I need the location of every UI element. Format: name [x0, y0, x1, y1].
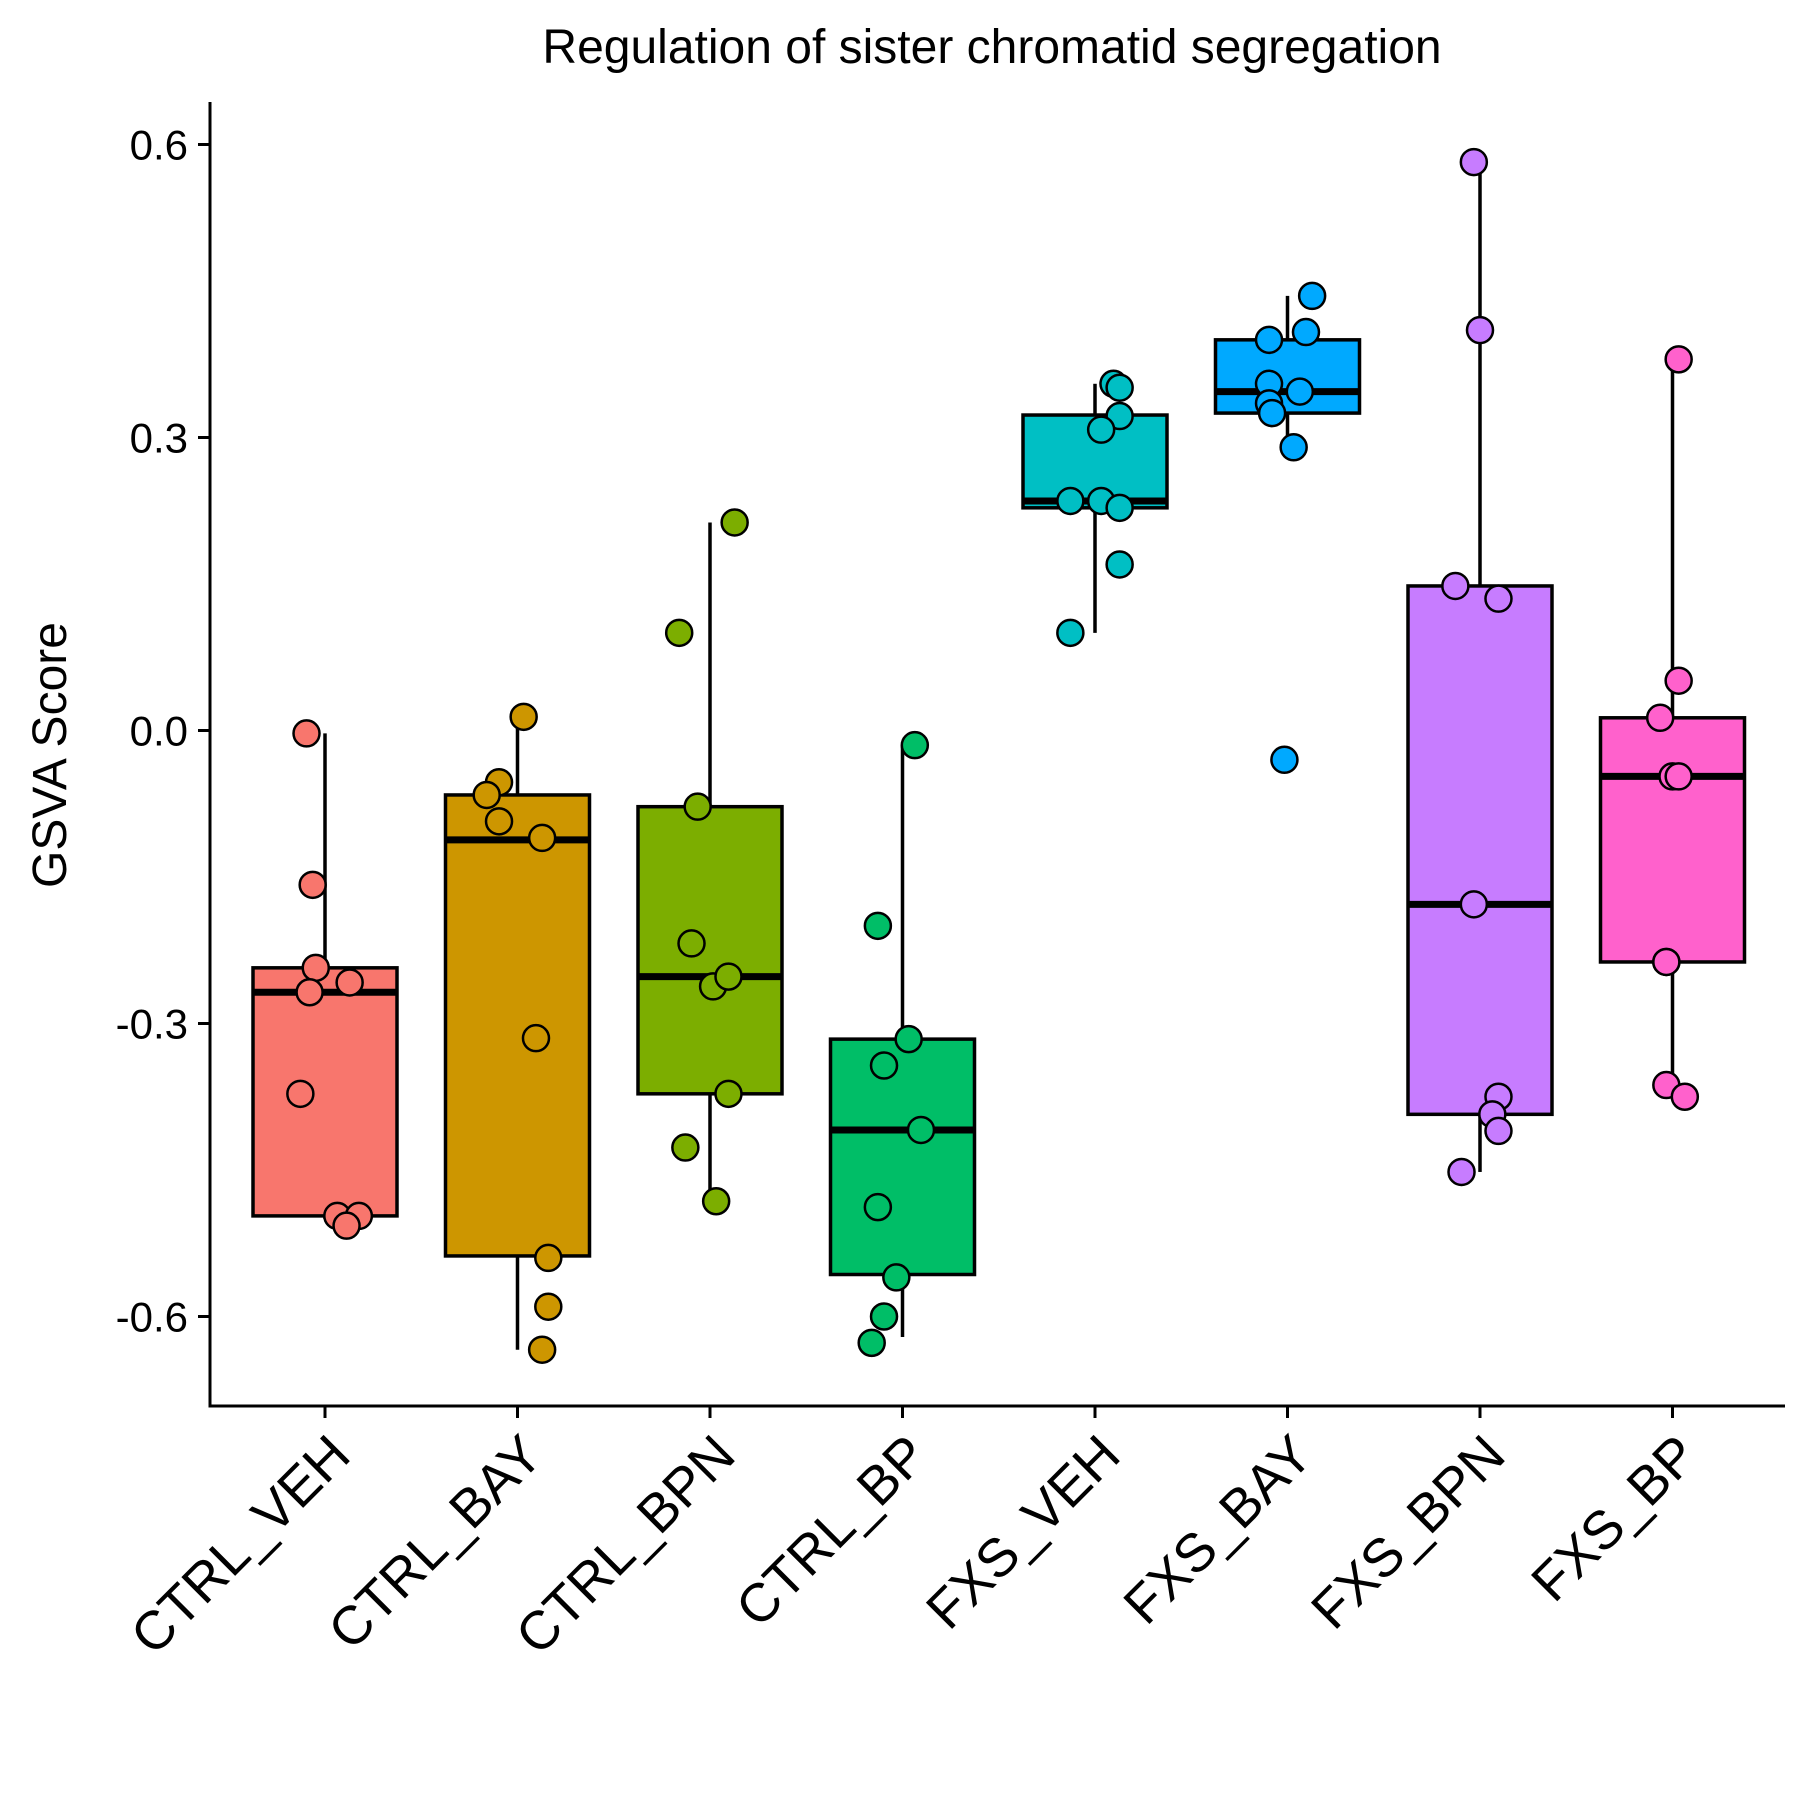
data-point	[509, 702, 538, 732]
data-point	[1254, 325, 1284, 355]
data-point	[677, 929, 706, 958]
data-point	[1664, 762, 1693, 791]
box-group	[1406, 147, 1554, 1187]
box-group	[1213, 281, 1362, 775]
x-tick-label: FXS_VEH	[915, 1424, 1131, 1640]
y-axis-label: GSVA Score	[24, 622, 77, 888]
data-point	[1447, 1157, 1476, 1187]
x-tick-label: FXS_BPN	[1300, 1424, 1516, 1640]
data-point	[671, 1133, 700, 1162]
box	[1406, 584, 1554, 1117]
x-tick-label: FXS_BAY	[1112, 1424, 1324, 1636]
x-tick-label: CTRL_VEH	[120, 1424, 362, 1666]
data-point	[527, 823, 557, 853]
data-point	[295, 977, 324, 1007]
data-point	[894, 1024, 923, 1054]
data-point	[298, 870, 327, 900]
data-point	[521, 1023, 551, 1053]
data-point	[882, 1263, 911, 1292]
y-tick-label: 0.0	[130, 708, 188, 755]
y-tick-label: -0.6	[116, 1294, 188, 1341]
data-point	[301, 953, 331, 983]
data-point	[701, 1187, 731, 1216]
data-point	[1279, 433, 1308, 462]
data-point	[1484, 584, 1513, 613]
x-tick-label: CTRL_BP	[725, 1424, 939, 1638]
data-point	[1285, 377, 1315, 406]
y-tick-label: 0.3	[130, 415, 188, 462]
data-point	[720, 508, 749, 537]
data-point	[1465, 315, 1495, 345]
data-point	[857, 1328, 886, 1358]
data-point	[906, 1115, 936, 1145]
box-group	[1021, 369, 1169, 648]
data-point	[1652, 947, 1681, 977]
data-point	[683, 792, 712, 821]
y-tick-label: -0.3	[116, 1001, 188, 1048]
data-point	[1664, 345, 1693, 374]
data-point	[1459, 147, 1489, 177]
data-point	[534, 1243, 563, 1273]
data-point	[292, 719, 321, 748]
data-point	[1664, 666, 1693, 695]
box	[636, 804, 784, 1096]
box-group	[251, 719, 399, 1240]
data-point	[1270, 745, 1299, 775]
plot-area: 0.60.30.0-0.3-0.6CTRL_VEHCTRL_BAYCTRL_BP…	[116, 102, 1785, 1666]
data-point	[534, 1292, 563, 1321]
box-group	[636, 508, 784, 1216]
data-point	[1105, 493, 1134, 523]
data-point	[664, 618, 694, 648]
data-point	[714, 1079, 743, 1109]
data-point	[1297, 281, 1327, 311]
box	[828, 1037, 977, 1277]
data-point	[1056, 486, 1085, 516]
data-point	[1056, 618, 1085, 648]
data-point	[1645, 703, 1675, 733]
data-point	[1086, 415, 1116, 444]
data-point	[1105, 373, 1134, 402]
box-group	[828, 730, 977, 1358]
data-point	[863, 911, 893, 941]
x-tick-label: FXS_BP	[1520, 1424, 1709, 1613]
data-point	[900, 730, 930, 760]
data-point	[527, 1335, 557, 1364]
data-point	[472, 780, 501, 810]
data-point	[714, 962, 743, 991]
y-tick-label: 0.6	[130, 122, 188, 169]
box	[1598, 716, 1747, 964]
data-point	[1257, 398, 1287, 428]
data-point	[286, 1079, 315, 1109]
data-point	[335, 968, 364, 997]
chart-title: Regulation of sister chromatid segregati…	[542, 21, 1441, 74]
data-point	[1459, 890, 1489, 919]
box	[443, 793, 592, 1258]
data-point	[1484, 1116, 1513, 1146]
data-point	[1105, 550, 1134, 579]
data-point	[1441, 571, 1470, 601]
data-point	[332, 1211, 361, 1240]
box-group	[1598, 345, 1747, 1111]
data-point	[484, 807, 514, 836]
box-group	[443, 702, 592, 1364]
data-point	[869, 1051, 899, 1080]
box	[1213, 338, 1362, 415]
data-point	[1291, 317, 1321, 347]
data-point	[1670, 1082, 1700, 1111]
data-point	[863, 1192, 893, 1222]
box	[251, 966, 399, 1218]
data-point	[869, 1302, 899, 1331]
